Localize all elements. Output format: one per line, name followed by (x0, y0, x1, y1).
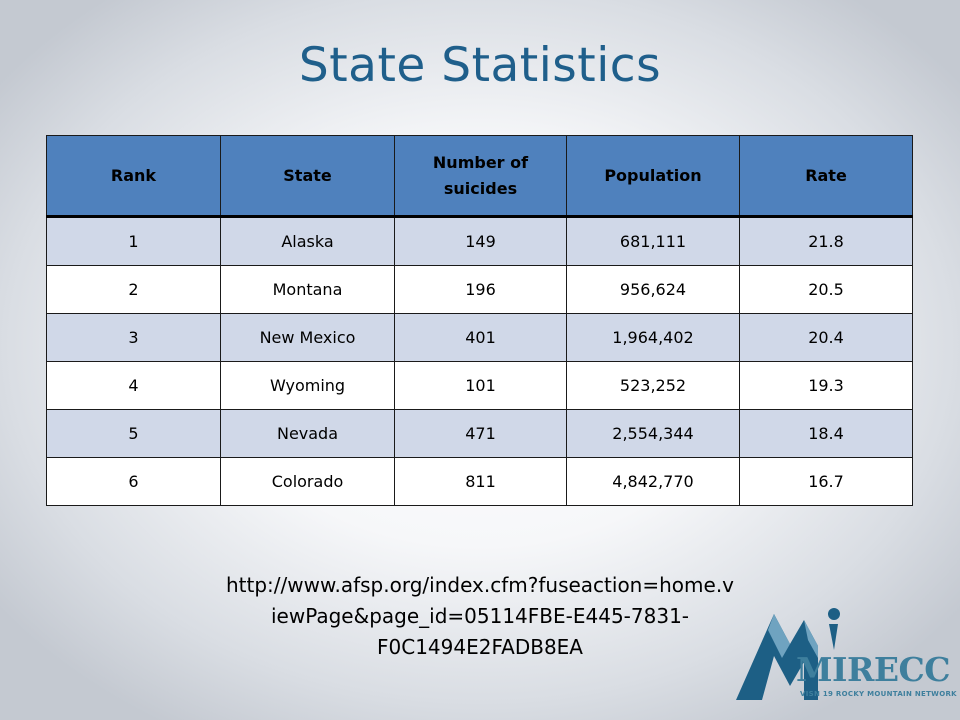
cell-state: Wyoming (220, 361, 395, 410)
cell-population: 956,624 (566, 265, 740, 314)
logo-wordmark: MIRECC (796, 650, 951, 689)
table-header-row: Rank State Number of suicides Population… (46, 135, 913, 218)
table-row: 2 Montana 196 956,624 20.5 (46, 265, 913, 314)
cell-population: 2,554,344 (566, 409, 740, 458)
cell-rank: 2 (46, 265, 221, 314)
cell-rate: 19.3 (739, 361, 913, 410)
cell-population: 4,842,770 (566, 457, 740, 506)
cell-rank: 5 (46, 409, 221, 458)
cell-rate: 20.5 (739, 265, 913, 314)
source-url-line: iewPage&page_id=05114FBE-E445-7831- (270, 604, 690, 628)
cell-rate: 16.7 (739, 457, 913, 506)
header-population: Population (566, 135, 740, 218)
cell-population: 681,111 (566, 216, 740, 266)
cell-suicides: 196 (394, 265, 567, 314)
cell-rank: 3 (46, 313, 221, 362)
source-url-line: F0C1494E2FADB8EA (377, 635, 583, 659)
cell-rank: 6 (46, 457, 221, 506)
mirecc-logo: MIRECC VISN 19 ROCKY MOUNTAIN NETWORK (734, 600, 957, 704)
slide-title: State Statistics (298, 38, 662, 93)
table-row: 1 Alaska 149 681,111 21.8 (46, 216, 913, 266)
cell-suicides: 471 (394, 409, 567, 458)
cell-suicides: 401 (394, 313, 567, 362)
cell-population: 523,252 (566, 361, 740, 410)
table-row: 4 Wyoming 101 523,252 19.3 (46, 361, 913, 410)
cell-suicides: 811 (394, 457, 567, 506)
cell-rank: 1 (46, 216, 221, 266)
cell-suicides: 149 (394, 216, 567, 266)
cell-state: Colorado (220, 457, 395, 506)
cell-state: Montana (220, 265, 395, 314)
cell-population: 1,964,402 (566, 313, 740, 362)
cell-state: Nevada (220, 409, 395, 458)
source-url-line: http://www.afsp.org/index.cfm?fuseaction… (225, 573, 735, 597)
cell-rate: 20.4 (739, 313, 913, 362)
cell-state: Alaska (220, 216, 395, 266)
header-rate: Rate (739, 135, 913, 218)
cell-suicides: 101 (394, 361, 567, 410)
mountain-logo-icon (736, 608, 840, 700)
header-number-of-suicides: Number of suicides (394, 135, 567, 218)
header-rank: Rank (46, 135, 221, 218)
cell-state: New Mexico (220, 313, 395, 362)
cell-rate: 18.4 (739, 409, 913, 458)
table-row: 3 New Mexico 401 1,964,402 20.4 (46, 313, 913, 362)
logo-tagline: VISN 19 ROCKY MOUNTAIN NETWORK (800, 690, 957, 698)
cell-rank: 4 (46, 361, 221, 410)
state-statistics-table: Rank State Number of suicides Population… (46, 135, 913, 506)
header-state: State (220, 135, 395, 218)
table-row: 6 Colorado 811 4,842,770 16.7 (46, 457, 913, 506)
cell-rate: 21.8 (739, 216, 913, 266)
table-row: 5 Nevada 471 2,554,344 18.4 (46, 409, 913, 458)
source-url: http://www.afsp.org/index.cfm?fuseaction… (190, 570, 770, 663)
